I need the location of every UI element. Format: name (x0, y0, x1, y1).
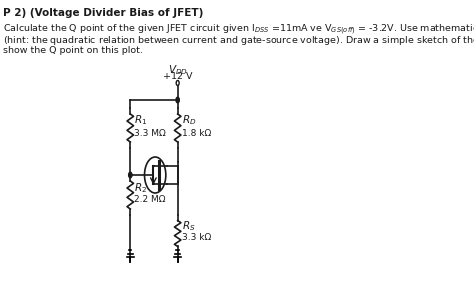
Text: P 2) (Voltage Divider Bias of JFET): P 2) (Voltage Divider Bias of JFET) (3, 8, 203, 18)
Text: $R_2$: $R_2$ (135, 181, 147, 195)
Circle shape (176, 80, 179, 86)
Text: $V_{DD}$: $V_{DD}$ (168, 63, 188, 77)
Circle shape (145, 157, 166, 193)
Text: +12 V: +12 V (163, 72, 192, 81)
Text: Calculate the Q point of the given JFET circuit given I$_{DSS}$ =11mA ve V$_{GS(: Calculate the Q point of the given JFET … (3, 22, 474, 37)
Text: show the Q point on this plot.: show the Q point on this plot. (3, 46, 143, 55)
Text: $R_S$: $R_S$ (182, 219, 195, 233)
Text: 3.3 kΩ: 3.3 kΩ (182, 233, 211, 243)
Circle shape (128, 172, 132, 178)
Text: $R_1$: $R_1$ (135, 113, 147, 127)
Circle shape (176, 97, 179, 103)
Text: 2.2 MΩ: 2.2 MΩ (135, 196, 166, 205)
Text: $R_D$: $R_D$ (182, 113, 196, 127)
Text: 1.8 kΩ: 1.8 kΩ (182, 129, 211, 137)
Text: (hint: the quadratic relation between current and gate-source voltage). Draw a s: (hint: the quadratic relation between cu… (3, 34, 474, 47)
Text: 3.3 MΩ: 3.3 MΩ (135, 129, 166, 137)
